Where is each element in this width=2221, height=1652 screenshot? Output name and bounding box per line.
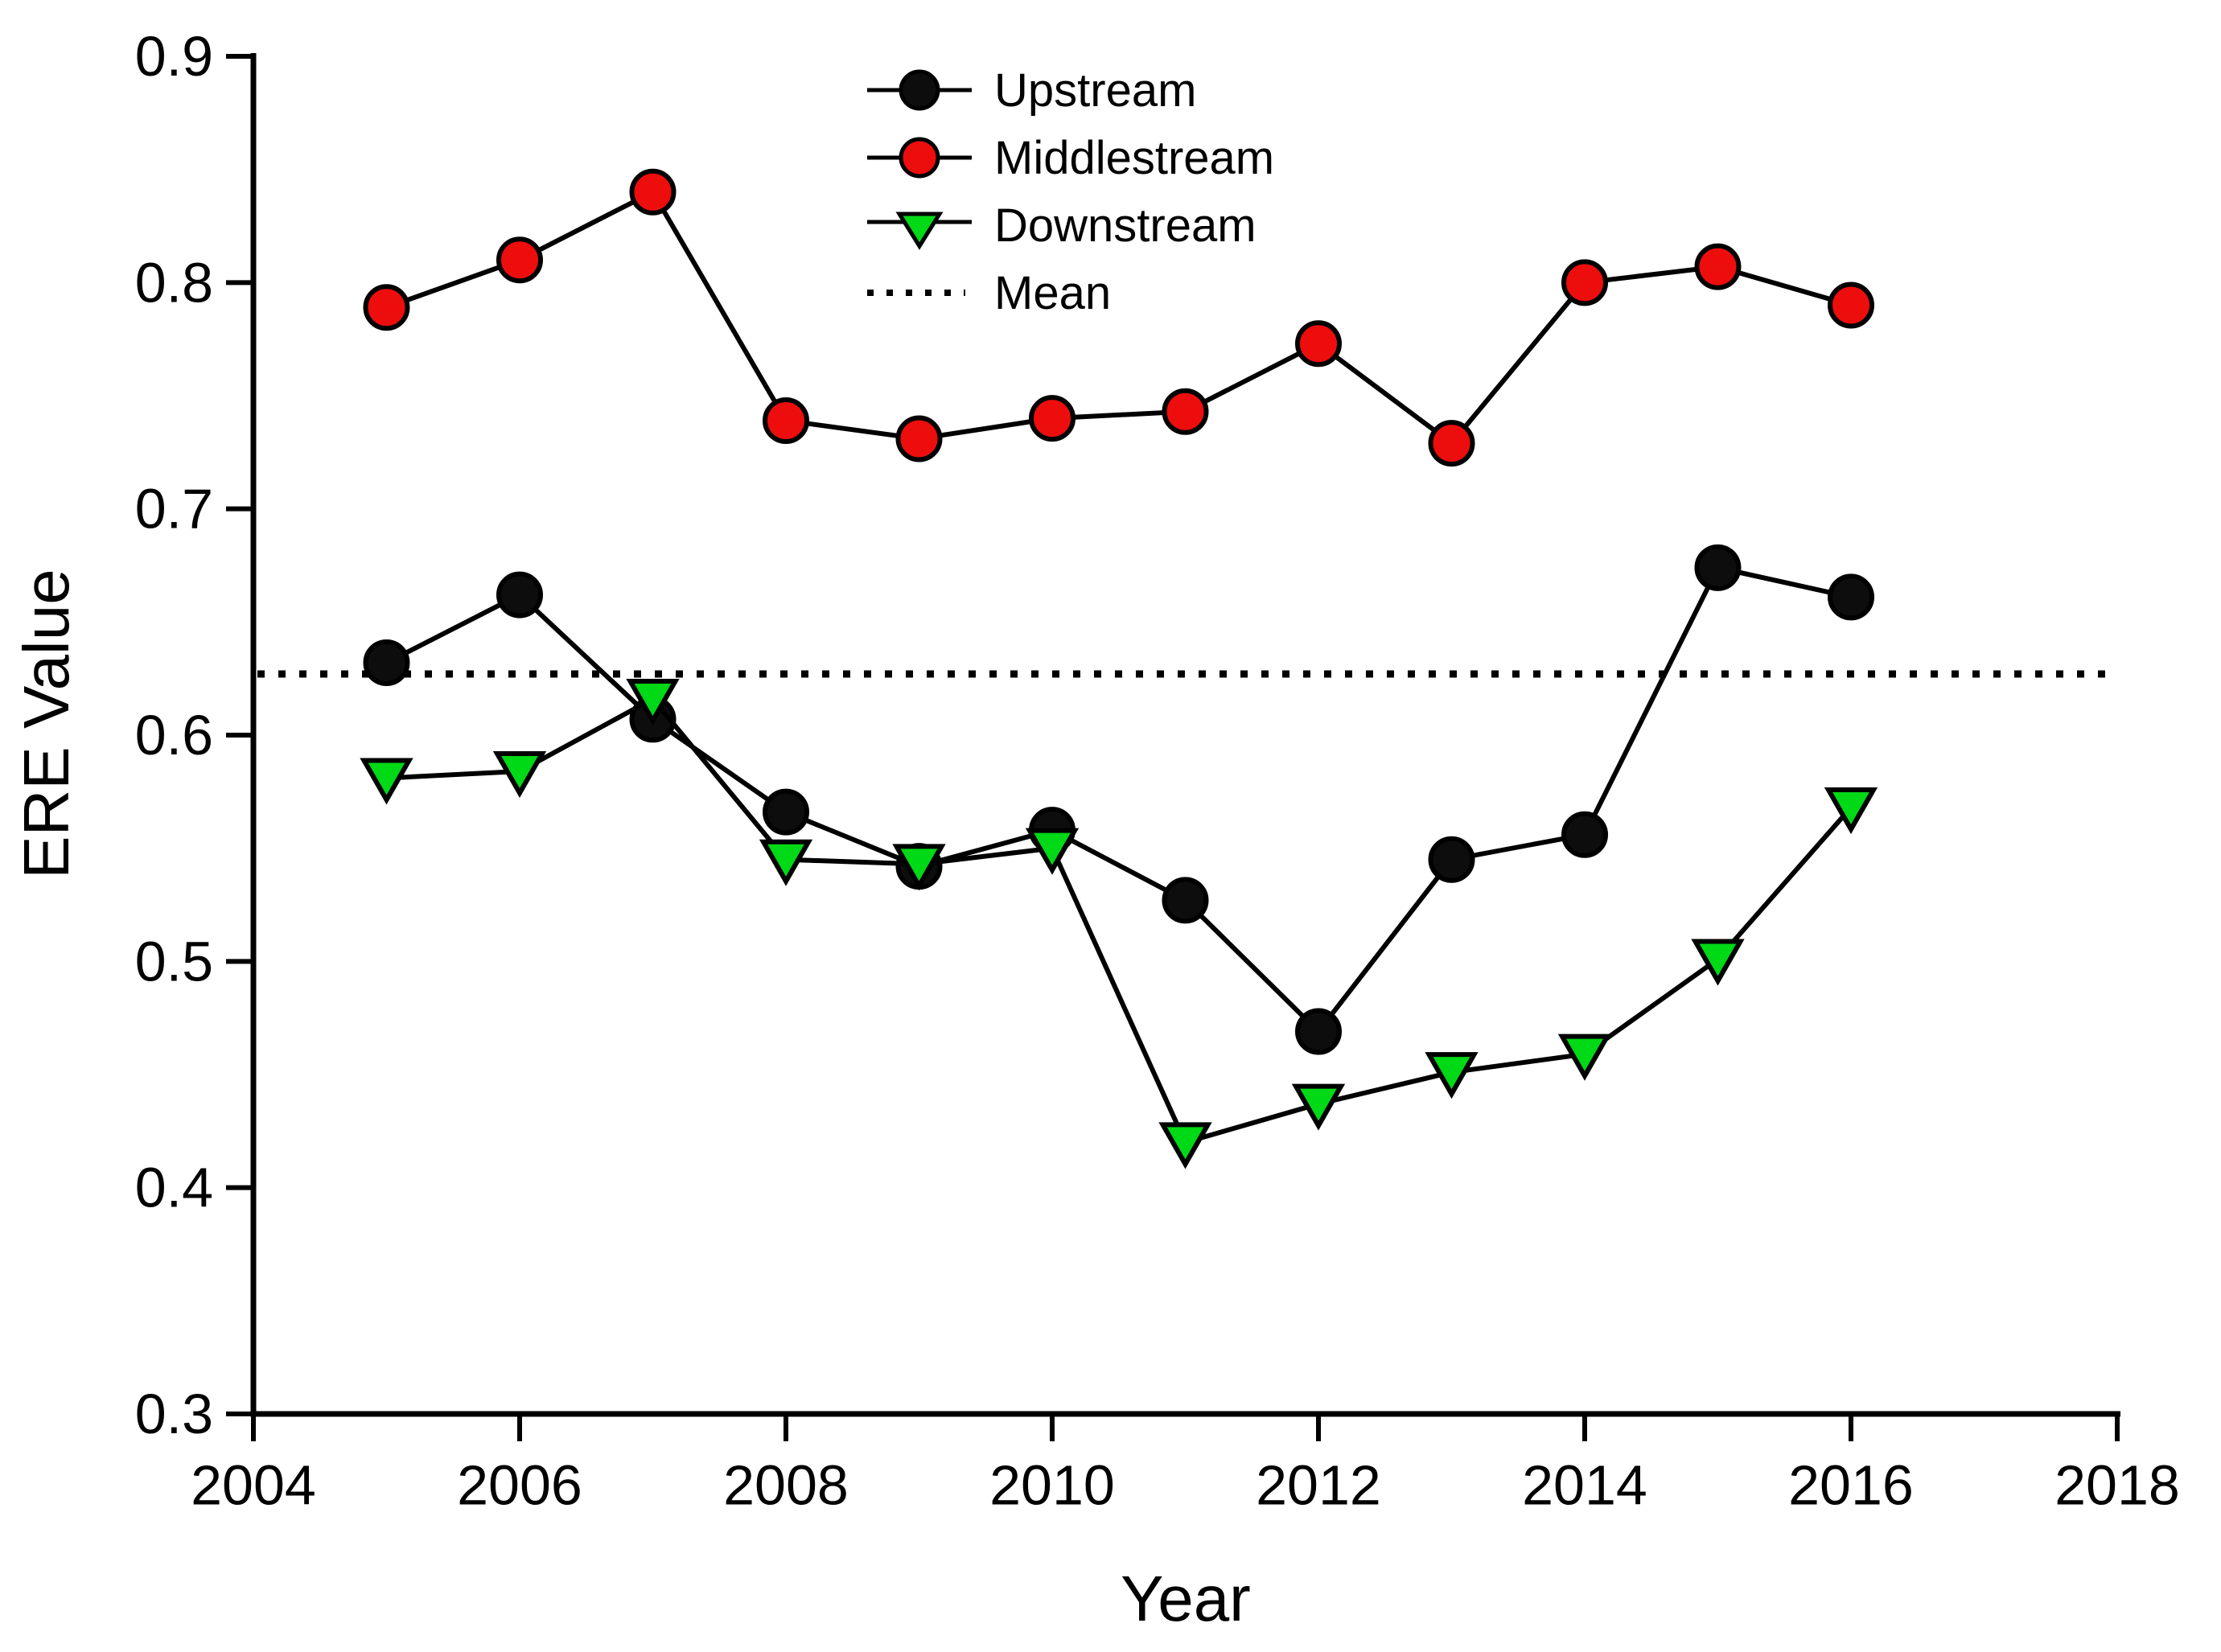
legend-label-upstream: Upstream <box>994 64 1197 117</box>
upstream-marker-2014 <box>1561 811 1608 858</box>
legend-label-middlestream: Middlestream <box>994 131 1275 184</box>
middlestream-marker-2005 <box>363 284 410 331</box>
legend-item-middlestream: Middlestream <box>867 124 1274 191</box>
upstream-marker-2011 <box>1162 877 1209 924</box>
middlestream-marker-2016 <box>1828 281 1874 329</box>
y-tick-label-0.9: 0.9 <box>135 25 213 88</box>
middlestream-marker-2007 <box>629 168 677 216</box>
legend-item-upstream: Upstream <box>867 56 1274 124</box>
downstream-line <box>386 696 1853 1146</box>
downstream-marker-2016 <box>1824 787 1878 835</box>
downstream-marker-2012 <box>1291 1083 1346 1131</box>
y-tick-label-0.8: 0.8 <box>135 251 213 314</box>
legend-item-mean: Mean <box>867 259 1274 327</box>
middlestream-marker-2012 <box>1295 320 1342 368</box>
x-tick-label-2012: 2012 <box>1256 1453 1381 1516</box>
middlestream-marker-2010 <box>1029 395 1076 442</box>
downstream-marker-2005 <box>360 758 413 805</box>
y-axis-title: ERE Value <box>10 569 82 879</box>
downstream-marker-2009 <box>892 844 946 891</box>
x-tick-label-2010: 2010 <box>989 1453 1115 1516</box>
mean-legend-dotted-line-icon <box>867 290 965 296</box>
y-tick-label-0.5: 0.5 <box>135 930 213 992</box>
upstream-marker-2006 <box>496 571 543 618</box>
middlestream-marker-2014 <box>1561 259 1608 306</box>
middlestream-marker-2006 <box>496 236 543 284</box>
y-tick-label-0.3: 0.3 <box>135 1383 213 1445</box>
middlestream-marker-2011 <box>1162 388 1209 435</box>
y-tick-label-0.6: 0.6 <box>135 704 213 766</box>
downstream-marker-2014 <box>1557 1034 1612 1081</box>
downstream-marker-2010 <box>1025 828 1080 875</box>
legend-item-downstream: Downstream <box>867 191 1274 259</box>
x-tick-label-2006: 2006 <box>457 1453 582 1516</box>
upstream-marker-2016 <box>1828 573 1874 621</box>
downstream-marker-2015 <box>1691 939 1745 986</box>
x-tick-label-2016: 2016 <box>1788 1453 1914 1516</box>
upstream-marker-2005 <box>363 639 410 686</box>
upstream-marker-2008 <box>763 788 809 836</box>
middlestream-marker-2013 <box>1428 420 1475 467</box>
downstream-marker-2013 <box>1425 1052 1479 1099</box>
upstream-line <box>385 565 1852 1036</box>
upstream-legend-marker-icon <box>867 69 972 111</box>
downstream-legend-marker-icon <box>867 212 972 250</box>
x-tick-label-2018: 2018 <box>2054 1453 2180 1516</box>
middlestream-marker-2009 <box>895 415 943 462</box>
x-tick-label-2014: 2014 <box>1522 1453 1647 1516</box>
middlestream-marker-2015 <box>1694 243 1742 290</box>
downstream-series <box>360 678 1878 1169</box>
legend: Upstream Middlestream Downstream Mean <box>867 56 1274 327</box>
upstream-marker-2013 <box>1428 836 1475 883</box>
x-tick-label-2004: 2004 <box>191 1453 316 1516</box>
upstream-series <box>363 544 1874 1055</box>
middlestream-series <box>363 168 1874 467</box>
middlestream-marker-2008 <box>763 397 809 444</box>
downstream-marker-2008 <box>759 839 813 886</box>
legend-label-downstream: Downstream <box>994 199 1257 252</box>
downstream-marker-2007 <box>626 678 680 726</box>
x-tick-label-2008: 2008 <box>723 1453 849 1516</box>
x-axis-title: Year <box>1121 1563 1251 1634</box>
upstream-marker-2012 <box>1295 1008 1342 1055</box>
y-tick-label-0.7: 0.7 <box>135 478 213 540</box>
downstream-marker-2006 <box>492 751 547 799</box>
upstream-marker-2015 <box>1694 544 1742 591</box>
legend-label-mean: Mean <box>994 266 1112 319</box>
downstream-marker-2011 <box>1158 1122 1212 1169</box>
y-tick-label-0.4: 0.4 <box>135 1157 213 1219</box>
middlestream-legend-marker-icon <box>867 137 972 179</box>
